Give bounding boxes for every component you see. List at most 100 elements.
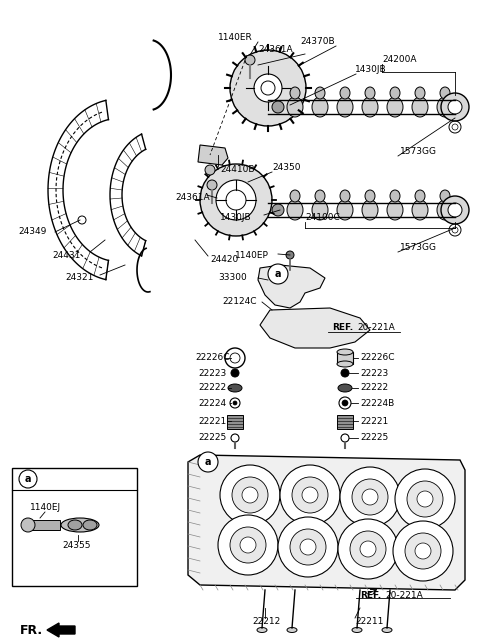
Circle shape <box>230 527 266 563</box>
Circle shape <box>441 196 469 224</box>
Polygon shape <box>260 308 370 348</box>
Circle shape <box>242 487 258 503</box>
Ellipse shape <box>287 97 303 117</box>
Ellipse shape <box>337 361 353 367</box>
Circle shape <box>393 521 453 581</box>
Text: 24100C: 24100C <box>305 214 340 223</box>
Text: 22226C: 22226C <box>195 354 229 363</box>
Ellipse shape <box>312 97 328 117</box>
Circle shape <box>198 452 218 472</box>
Text: 22211: 22211 <box>355 618 384 627</box>
Circle shape <box>395 469 455 529</box>
Ellipse shape <box>338 384 352 392</box>
Circle shape <box>200 164 272 236</box>
Ellipse shape <box>437 97 453 117</box>
Circle shape <box>441 93 469 121</box>
Polygon shape <box>198 145 228 165</box>
Ellipse shape <box>337 200 353 220</box>
Ellipse shape <box>362 97 378 117</box>
Text: 24321: 24321 <box>65 273 94 282</box>
Circle shape <box>352 479 388 515</box>
Circle shape <box>350 531 386 567</box>
Ellipse shape <box>437 200 453 220</box>
Text: 22223: 22223 <box>198 369 226 377</box>
Circle shape <box>280 465 340 525</box>
FancyBboxPatch shape <box>12 468 137 586</box>
Circle shape <box>268 264 288 284</box>
Ellipse shape <box>382 627 392 632</box>
Ellipse shape <box>228 384 242 392</box>
Text: 22222: 22222 <box>198 383 226 392</box>
Text: 1430JB: 1430JB <box>355 65 386 74</box>
Circle shape <box>231 369 239 377</box>
Text: 22223: 22223 <box>360 369 388 377</box>
Ellipse shape <box>287 627 297 632</box>
Circle shape <box>205 165 215 175</box>
Ellipse shape <box>290 87 300 99</box>
Text: 22222: 22222 <box>360 383 388 392</box>
Text: 1140EP: 1140EP <box>235 250 269 259</box>
Ellipse shape <box>61 518 99 532</box>
Text: 1573GG: 1573GG <box>400 148 437 157</box>
Text: 22212: 22212 <box>252 618 280 627</box>
FancyArrow shape <box>47 623 75 637</box>
Ellipse shape <box>340 190 350 202</box>
Circle shape <box>19 470 37 488</box>
Text: 24355: 24355 <box>62 541 91 550</box>
Ellipse shape <box>68 520 82 530</box>
Text: 24349: 24349 <box>18 227 47 236</box>
Bar <box>227 415 243 429</box>
Text: 24410B: 24410B <box>220 166 254 175</box>
Circle shape <box>405 533 441 569</box>
Ellipse shape <box>337 349 353 355</box>
Ellipse shape <box>257 627 267 632</box>
Text: 20-221A: 20-221A <box>357 324 395 333</box>
Circle shape <box>233 401 237 405</box>
Ellipse shape <box>315 190 325 202</box>
Text: 24431: 24431 <box>52 250 80 259</box>
Bar <box>337 415 353 429</box>
Ellipse shape <box>340 87 350 99</box>
Circle shape <box>300 539 316 555</box>
Text: 24370B: 24370B <box>300 37 335 46</box>
Circle shape <box>218 515 278 575</box>
Text: 24350: 24350 <box>272 164 300 173</box>
Bar <box>337 352 353 364</box>
Text: a: a <box>205 457 211 467</box>
Text: 24200A: 24200A <box>382 55 417 64</box>
Text: a: a <box>25 474 31 484</box>
Circle shape <box>226 190 246 210</box>
Text: 22226C: 22226C <box>360 354 395 363</box>
Ellipse shape <box>440 87 450 99</box>
Circle shape <box>290 529 326 565</box>
Circle shape <box>407 481 443 517</box>
Ellipse shape <box>440 190 450 202</box>
Ellipse shape <box>362 200 378 220</box>
Text: FR.: FR. <box>20 623 43 636</box>
Text: REF.: REF. <box>360 591 381 600</box>
Circle shape <box>286 251 294 259</box>
Text: 24361A: 24361A <box>175 193 210 202</box>
Text: 22224B: 22224B <box>360 399 394 408</box>
Text: 20-221A: 20-221A <box>385 591 423 600</box>
Circle shape <box>448 203 462 217</box>
Text: 1140EJ: 1140EJ <box>30 503 61 512</box>
Text: 1573GG: 1573GG <box>400 243 437 252</box>
Ellipse shape <box>312 200 328 220</box>
Circle shape <box>278 517 338 577</box>
Ellipse shape <box>337 97 353 117</box>
Text: a: a <box>275 269 281 279</box>
Circle shape <box>417 491 433 507</box>
Circle shape <box>254 74 282 102</box>
Circle shape <box>220 465 280 525</box>
Circle shape <box>342 400 348 406</box>
Bar <box>30 520 60 530</box>
Ellipse shape <box>412 97 428 117</box>
Ellipse shape <box>390 190 400 202</box>
Circle shape <box>272 101 284 113</box>
Circle shape <box>448 100 462 114</box>
Ellipse shape <box>83 520 97 530</box>
Circle shape <box>261 81 275 95</box>
Circle shape <box>338 519 398 579</box>
Text: 22221: 22221 <box>198 417 226 426</box>
